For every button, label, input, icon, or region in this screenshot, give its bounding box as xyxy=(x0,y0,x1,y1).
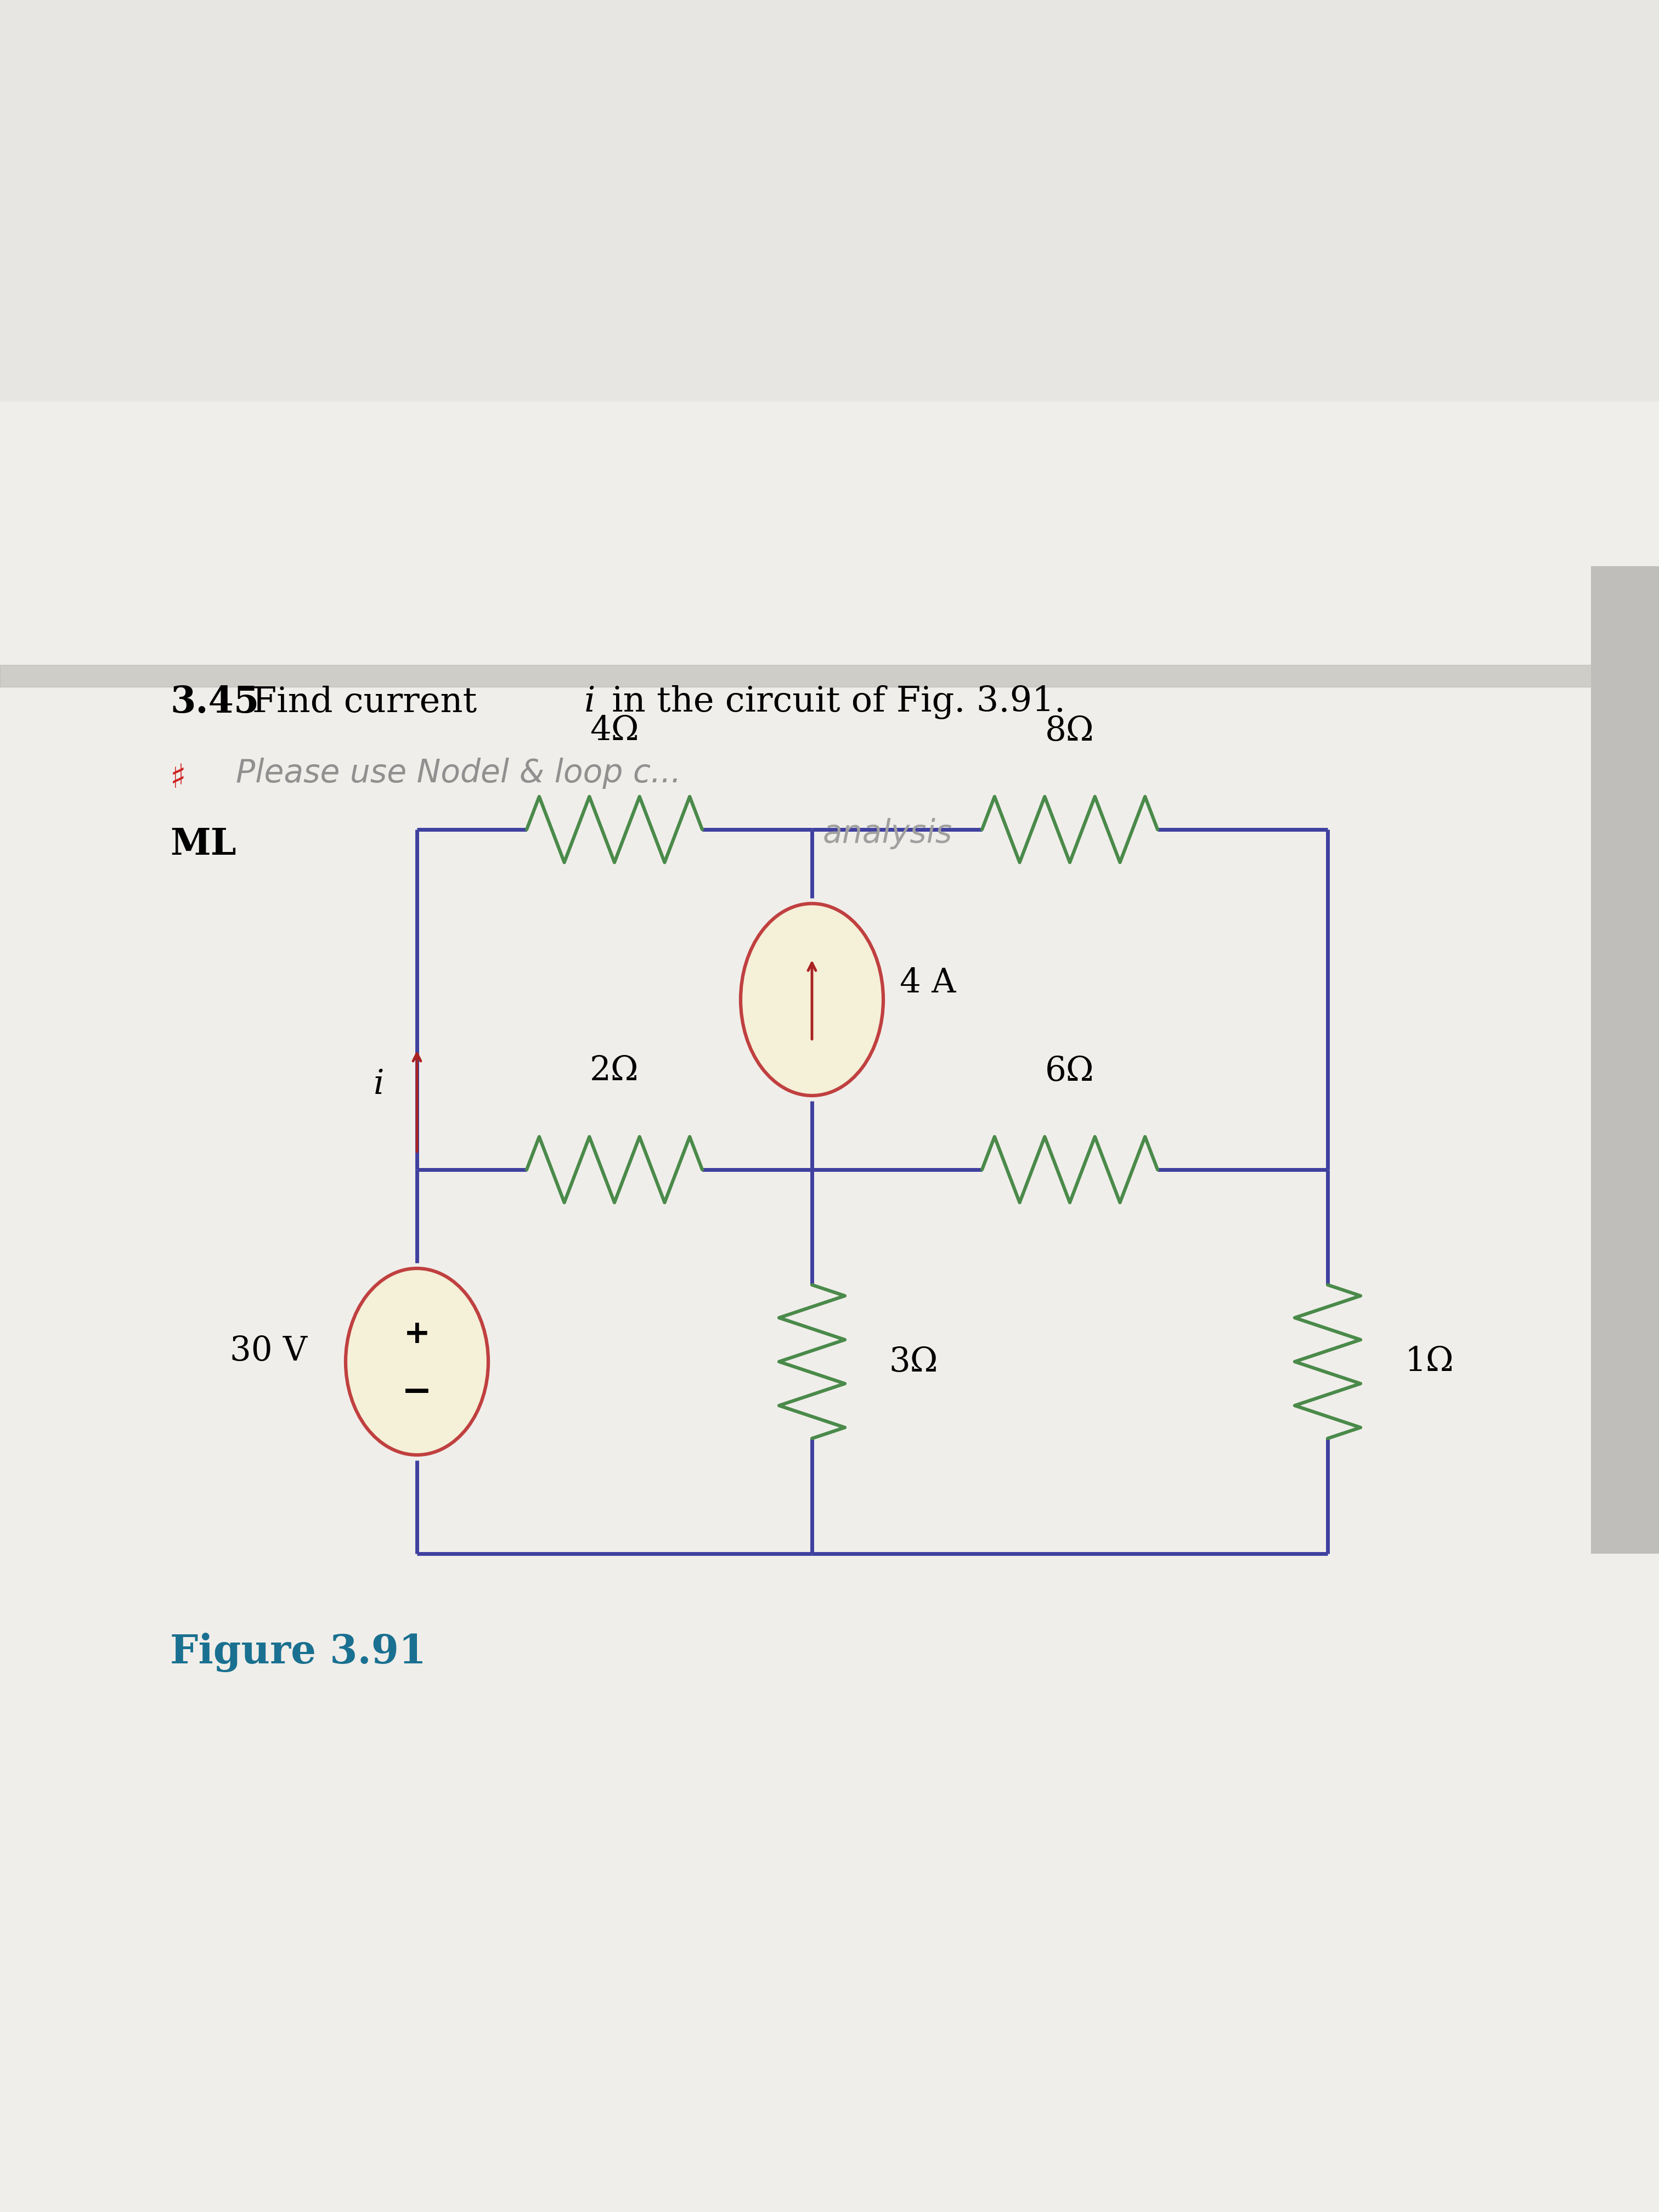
Text: 3Ω: 3Ω xyxy=(889,1345,937,1378)
Text: 2Ω: 2Ω xyxy=(591,1055,639,1088)
Text: ML: ML xyxy=(171,827,236,863)
Text: in the circuit of Fig. 3.91.: in the circuit of Fig. 3.91. xyxy=(601,686,1065,719)
Text: 3.45: 3.45 xyxy=(171,684,259,721)
FancyBboxPatch shape xyxy=(0,0,1659,677)
Text: 4 A: 4 A xyxy=(899,967,956,1000)
Text: Figure 3.91: Figure 3.91 xyxy=(171,1632,426,1672)
Text: i: i xyxy=(584,686,596,719)
Ellipse shape xyxy=(345,1267,488,1455)
Text: 1Ω: 1Ω xyxy=(1405,1345,1453,1378)
FancyBboxPatch shape xyxy=(0,403,1659,2212)
Text: 30 V: 30 V xyxy=(231,1334,307,1367)
Text: ♯: ♯ xyxy=(171,763,186,794)
Text: Please use Nodel & loop c...: Please use Nodel & loop c... xyxy=(236,759,682,790)
Text: i: i xyxy=(373,1068,383,1102)
Text: −: − xyxy=(401,1374,433,1409)
Ellipse shape xyxy=(740,902,883,1095)
Text: Find current: Find current xyxy=(252,686,488,719)
Text: analysis: analysis xyxy=(823,818,952,849)
Text: 4Ω: 4Ω xyxy=(591,714,639,748)
FancyBboxPatch shape xyxy=(1591,566,1659,1553)
Text: 6Ω: 6Ω xyxy=(1045,1055,1095,1088)
Text: +: + xyxy=(403,1318,430,1349)
Text: 8Ω: 8Ω xyxy=(1045,714,1095,748)
